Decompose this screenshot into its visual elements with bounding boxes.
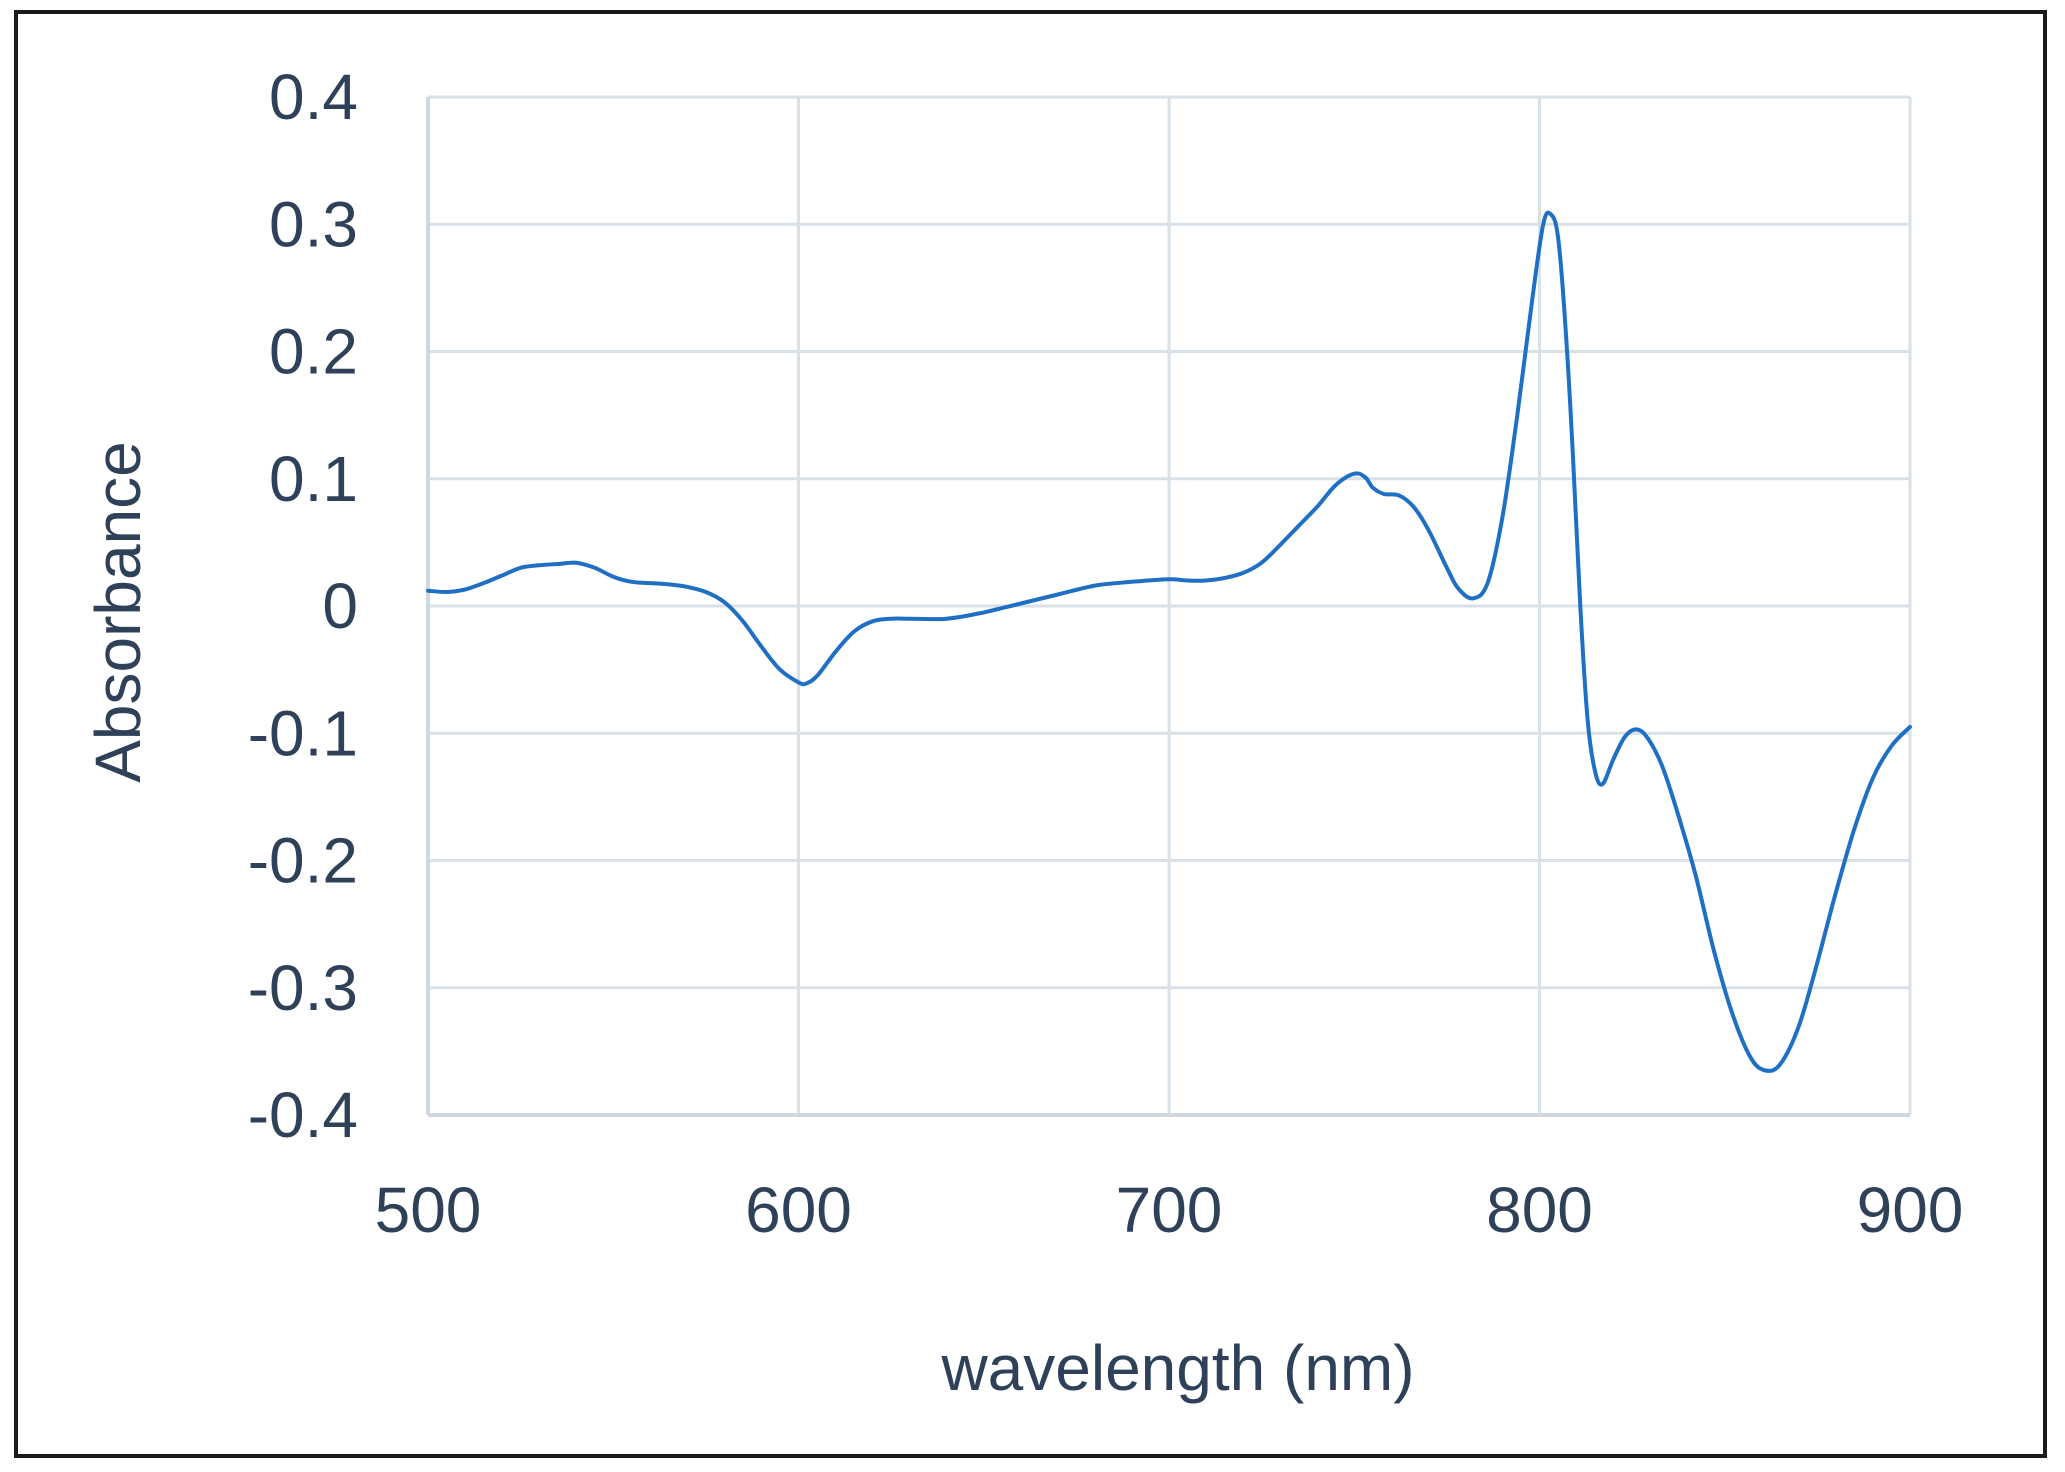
- grid-lines: [426, 95, 1912, 1117]
- x-axis-title: wavelength (nm): [940, 1332, 1414, 1404]
- x-tick-labels: 500 600 700 800 900: [375, 1174, 1964, 1246]
- y-tick-label: -0.2: [248, 825, 358, 897]
- x-tick-label: 700: [1116, 1174, 1223, 1246]
- y-tick-label: 0: [322, 570, 358, 642]
- x-tick-label: 500: [375, 1174, 482, 1246]
- y-axis-title: Absorbance: [82, 441, 154, 783]
- x-tick-label: 900: [1857, 1174, 1964, 1246]
- x-tick-label: 800: [1486, 1174, 1593, 1246]
- series-layer: [426, 210, 1912, 1073]
- y-tick-label: -0.3: [248, 952, 358, 1024]
- series-line-0: [426, 210, 1912, 1073]
- x-tick-label: 600: [745, 1174, 852, 1246]
- y-tick-label: 0.2: [269, 316, 358, 388]
- y-tick-label: 0.4: [269, 61, 358, 133]
- y-tick-label: -0.1: [248, 697, 358, 769]
- y-tick-label: -0.4: [248, 1079, 358, 1151]
- y-tick-label: 0.1: [269, 443, 358, 515]
- axes: [426, 97, 1910, 1117]
- y-tick-labels: 0.4 0.3 0.2 0.1 0 -0.1 -0.2 -0.3 -0.4: [248, 61, 358, 1151]
- y-tick-label: 0.3: [269, 188, 358, 260]
